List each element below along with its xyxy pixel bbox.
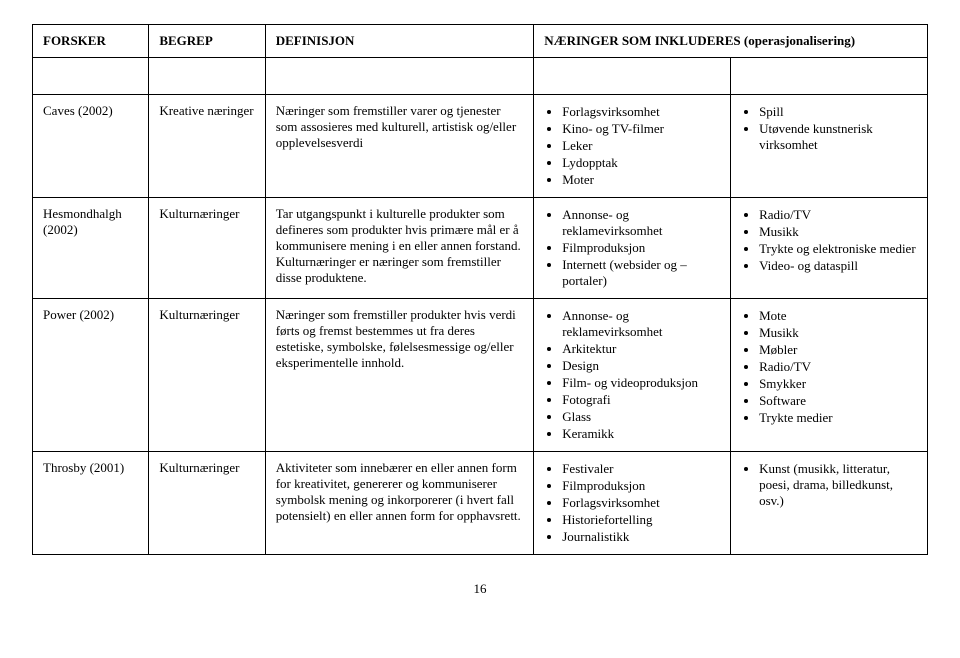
cell-begrep: Kulturnæringer xyxy=(149,299,265,452)
header-definisjon: DEFINISJON xyxy=(265,25,534,58)
list-item: Film- og videoproduksjon xyxy=(562,375,720,391)
list-item: Software xyxy=(759,393,917,409)
list-item: Internett (websider og – portaler) xyxy=(562,257,720,289)
list-item: Musikk xyxy=(759,325,917,341)
cell-forsker: Hesmondhalgh (2002) xyxy=(33,198,149,299)
cell-list-1: Annonse- og reklamevirksomhetFilmproduks… xyxy=(534,198,731,299)
cell-begrep: Kulturnæringer xyxy=(149,198,265,299)
list-item: Historiefortelling xyxy=(562,512,720,528)
list-item: Arkitektur xyxy=(562,341,720,357)
definitions-table: FORSKER BEGREP DEFINISJON NÆRINGER SOM I… xyxy=(32,24,928,555)
list-item: Moter xyxy=(562,172,720,188)
list-item: Utøvende kunstnerisk virksomhet xyxy=(759,121,917,153)
list-item: Keramikk xyxy=(562,426,720,442)
list-item: Forlagsvirksomhet xyxy=(562,495,720,511)
table-row: Hesmondhalgh (2002)KulturnæringerTar utg… xyxy=(33,198,928,299)
header-naeringer: NÆRINGER SOM INKLUDERES (operasjonaliser… xyxy=(534,25,928,58)
list-item: Design xyxy=(562,358,720,374)
table-row: Caves (2002)Kreative næringerNæringer so… xyxy=(33,95,928,198)
list-item: Lydopptak xyxy=(562,155,720,171)
cell-list-2: Kunst (musikk, litteratur, poesi, drama,… xyxy=(731,452,928,555)
cell-definisjon: Aktiviteter som innebærer en eller annen… xyxy=(265,452,534,555)
list-item: Kunst (musikk, litteratur, poesi, drama,… xyxy=(759,461,917,509)
list-item: Fotografi xyxy=(562,392,720,408)
cell-list-2: SpillUtøvende kunstnerisk virksomhet xyxy=(731,95,928,198)
cell-list-2: MoteMusikkMøblerRadio/TVSmykkerSoftwareT… xyxy=(731,299,928,452)
table-header: FORSKER BEGREP DEFINISJON NÆRINGER SOM I… xyxy=(33,25,928,58)
header-begrep: BEGREP xyxy=(149,25,265,58)
cell-definisjon: Næringer som fremstiller varer og tjenes… xyxy=(265,95,534,198)
cell-begrep: Kreative næringer xyxy=(149,95,265,198)
list-item: Glass xyxy=(562,409,720,425)
list-item: Leker xyxy=(562,138,720,154)
page-number: 16 xyxy=(32,581,928,597)
list-item: Smykker xyxy=(759,376,917,392)
cell-definisjon: Tar utgangspunkt i kulturelle produkter … xyxy=(265,198,534,299)
list-item: Filmproduksjon xyxy=(562,478,720,494)
list-item: Filmproduksjon xyxy=(562,240,720,256)
cell-list-1: Annonse- og reklamevirksomhetArkitekturD… xyxy=(534,299,731,452)
list-item: Mote xyxy=(759,308,917,324)
cell-forsker: Throsby (2001) xyxy=(33,452,149,555)
list-item: Annonse- og reklamevirksomhet xyxy=(562,207,720,239)
list-item: Møbler xyxy=(759,342,917,358)
list-item: Trykte og elektroniske medier xyxy=(759,241,917,257)
list-item: Annonse- og reklamevirksomhet xyxy=(562,308,720,340)
cell-list-2: Radio/TVMusikkTrykte og elektroniske med… xyxy=(731,198,928,299)
cell-forsker: Caves (2002) xyxy=(33,95,149,198)
header-forsker: FORSKER xyxy=(33,25,149,58)
list-item: Video- og dataspill xyxy=(759,258,917,274)
cell-forsker: Power (2002) xyxy=(33,299,149,452)
list-item: Radio/TV xyxy=(759,359,917,375)
list-item: Musikk xyxy=(759,224,917,240)
cell-definisjon: Næringer som fremstiller produkter hvis … xyxy=(265,299,534,452)
list-item: Radio/TV xyxy=(759,207,917,223)
table-row: Power (2002)KulturnæringerNæringer som f… xyxy=(33,299,928,452)
list-item: Trykte medier xyxy=(759,410,917,426)
cell-begrep: Kulturnæringer xyxy=(149,452,265,555)
table-row: Throsby (2001)KulturnæringerAktiviteter … xyxy=(33,452,928,555)
list-item: Festivaler xyxy=(562,461,720,477)
list-item: Kino- og TV-filmer xyxy=(562,121,720,137)
cell-list-1: FestivalerFilmproduksjonForlagsvirksomhe… xyxy=(534,452,731,555)
list-item: Spill xyxy=(759,104,917,120)
list-item: Journalistikk xyxy=(562,529,720,545)
list-item: Forlagsvirksomhet xyxy=(562,104,720,120)
cell-list-1: ForlagsvirksomhetKino- og TV-filmerLeker… xyxy=(534,95,731,198)
